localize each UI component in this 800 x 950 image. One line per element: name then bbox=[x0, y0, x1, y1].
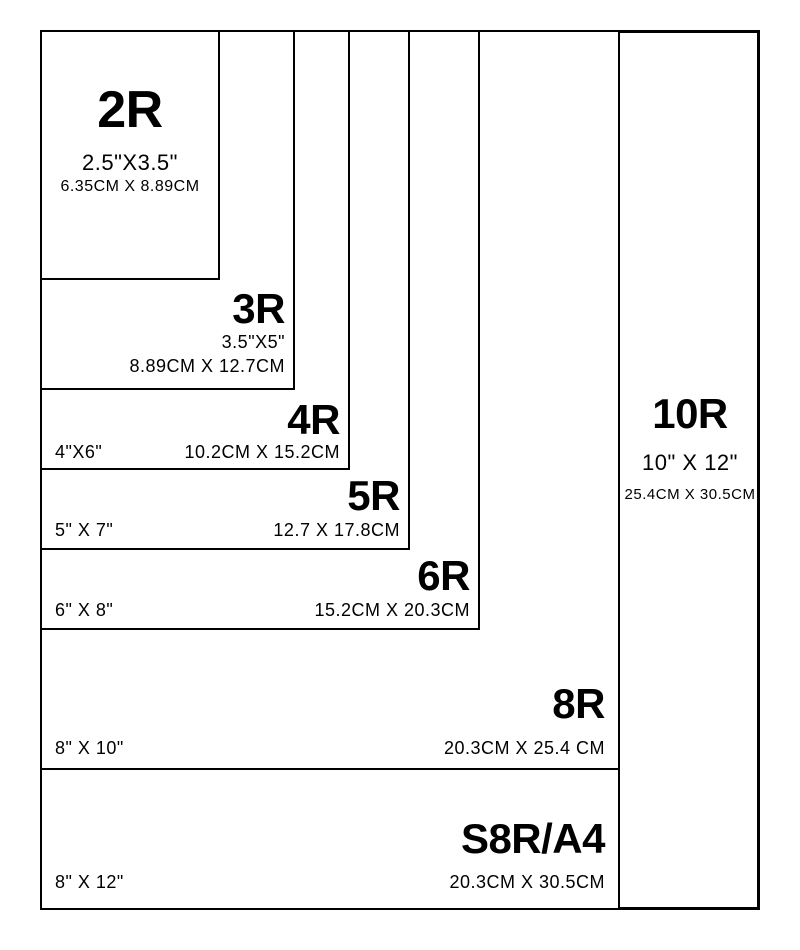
label-s8r-cm: 20.3CM X 30.5CM bbox=[449, 872, 605, 893]
label-6r-name: 6R bbox=[417, 552, 470, 600]
label-5r-cm: 12.7 X 17.8CM bbox=[273, 520, 400, 541]
label-10r-cm: 25.4CM X 30.5CM bbox=[625, 486, 756, 503]
label-6r-cm: 15.2CM X 20.3CM bbox=[314, 600, 470, 621]
label-3r-cm: 8.89CM X 12.7CM bbox=[129, 356, 285, 377]
label-2r-cm: 6.35CM X 8.89CM bbox=[60, 178, 199, 196]
label-4r-name: 4R bbox=[287, 396, 340, 444]
size-diagram: 2R 2.5"X3.5" 6.35CM X 8.89CM 3R 3.5"X5" … bbox=[0, 0, 800, 950]
label-8r-name: 8R bbox=[552, 680, 605, 728]
label-2r-inches: 2.5"X3.5" bbox=[82, 150, 178, 176]
label-s8r-name: S8R/A4 bbox=[461, 815, 605, 863]
label-4r-inches: 4"X6" bbox=[55, 442, 102, 463]
label-3r-name: 3R bbox=[232, 285, 285, 333]
label-2r-name: 2R bbox=[97, 80, 162, 140]
label-8r-cm: 20.3CM X 25.4 CM bbox=[444, 738, 605, 759]
label-10r-name: 10R bbox=[652, 390, 728, 438]
label-8r-inches: 8" X 10" bbox=[55, 738, 124, 759]
label-4r-cm: 10.2CM X 15.2CM bbox=[184, 442, 340, 463]
label-s8r-inches: 8" X 12" bbox=[55, 872, 124, 893]
label-5r-name: 5R bbox=[347, 472, 400, 520]
label-10r-inches: 10" X 12" bbox=[642, 450, 738, 476]
label-3r-inches: 3.5"X5" bbox=[222, 332, 285, 353]
label-5r-inches: 5" X 7" bbox=[55, 520, 113, 541]
label-6r-inches: 6" X 8" bbox=[55, 600, 113, 621]
